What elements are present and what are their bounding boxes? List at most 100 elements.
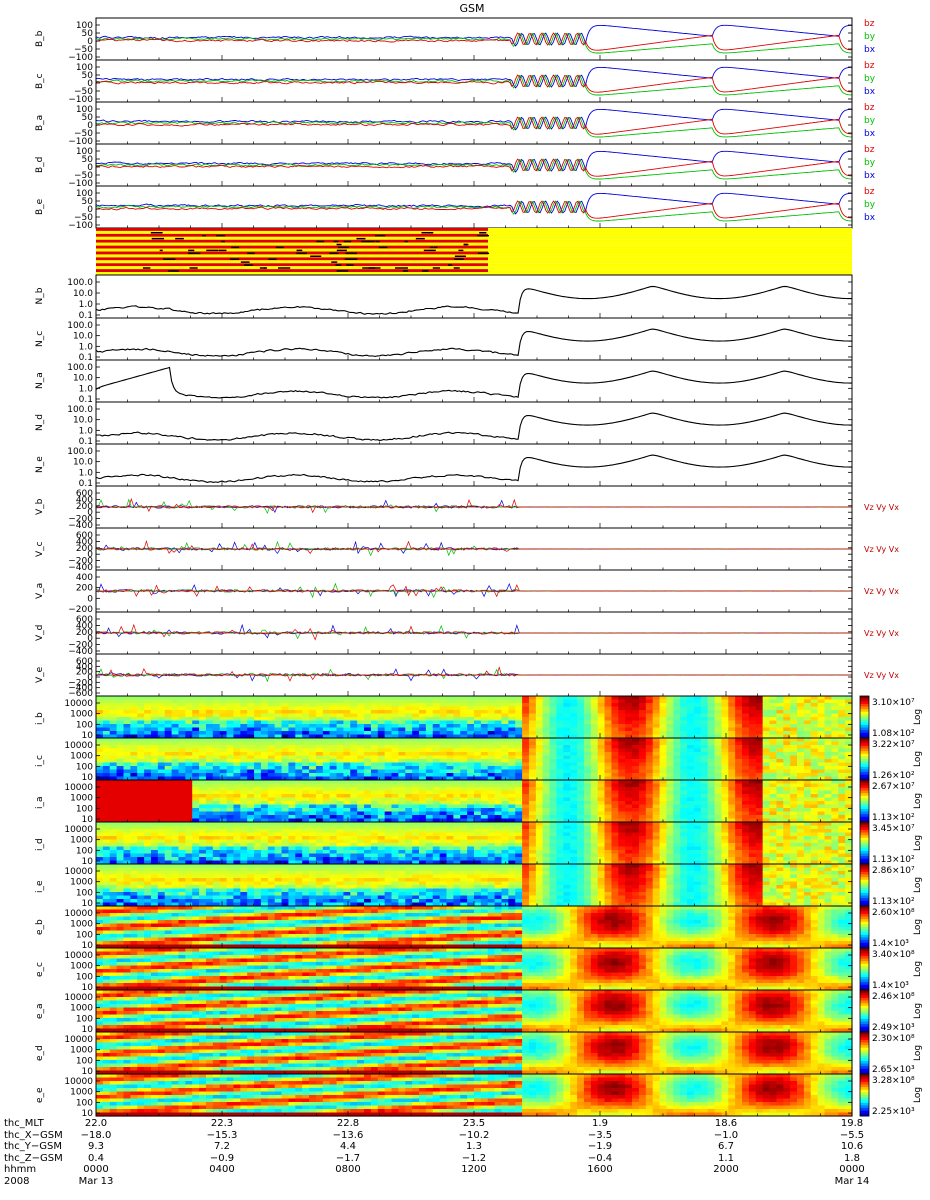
heatmap-cell	[130, 769, 138, 774]
heatmap-cell	[652, 755, 661, 760]
heatmap-cell	[515, 787, 523, 792]
mode-mark	[168, 270, 179, 272]
mode-mark	[477, 234, 489, 237]
heatmap-cell	[254, 804, 262, 809]
heatmap-cell	[247, 755, 255, 760]
heatmap-cell	[838, 808, 846, 813]
heatmap-cell	[508, 706, 516, 711]
heatmap-cell	[563, 801, 571, 806]
heatmap-cell	[638, 808, 647, 813]
heatmap-cell	[150, 703, 159, 708]
heatmap-cell	[164, 713, 173, 718]
heatmap-cell	[783, 759, 791, 764]
heatmap-cell	[625, 815, 633, 820]
heatmap-cell	[199, 794, 207, 799]
heatmap-cell	[185, 755, 193, 760]
heatmap-cell	[632, 811, 640, 816]
heatmap-cell	[515, 752, 523, 757]
heatmap-cell	[364, 748, 372, 753]
heatmap-cell	[563, 773, 571, 778]
heatmap-cell	[157, 752, 166, 757]
heatmap-cell	[824, 804, 832, 809]
heatmap-cell	[508, 752, 516, 757]
legend-by: by	[864, 158, 876, 168]
heatmap-cell	[370, 794, 379, 799]
heatmap-cell	[233, 752, 241, 757]
mode-mark	[247, 252, 255, 255]
heatmap-cell	[96, 808, 104, 813]
heatmap-cell	[350, 720, 358, 725]
heatmap-cell	[769, 759, 777, 764]
heatmap-cell	[419, 759, 427, 764]
heatmap-cell	[542, 731, 551, 736]
heatmap-cell	[205, 696, 214, 701]
heatmap-cell	[370, 706, 379, 711]
mode-mark	[447, 264, 453, 266]
heatmap-cell	[350, 787, 358, 792]
heatmap-cell	[157, 724, 166, 729]
heatmap-cell	[597, 738, 606, 743]
y-tick-label: −200	[68, 557, 93, 567]
heatmap-cell	[487, 706, 496, 711]
heatmap-cell	[817, 734, 826, 739]
heatmap-cell	[549, 741, 558, 746]
heatmap-cell	[700, 731, 709, 736]
heatmap-cell	[693, 713, 702, 718]
heatmap-cell	[604, 790, 613, 795]
heatmap-cell	[205, 797, 214, 802]
heatmap-cell	[687, 769, 695, 774]
heatmap-cell	[281, 741, 290, 746]
heatmap-cell	[494, 794, 503, 799]
heatmap-cell	[707, 811, 716, 816]
heatmap-cell	[219, 713, 228, 718]
heatmap-cell	[343, 706, 351, 711]
heatmap-cell	[687, 748, 695, 753]
heatmap-cell	[336, 727, 345, 732]
heatmap-cell	[611, 804, 619, 809]
heatmap-cell	[474, 748, 482, 753]
heatmap-cell	[817, 731, 826, 736]
heatmap-cell	[329, 706, 338, 711]
heatmap-cell	[742, 804, 750, 809]
heatmap-cell	[185, 815, 193, 820]
heatmap-cell	[357, 710, 365, 715]
heatmap-cell	[467, 713, 475, 718]
heatmap-cell	[487, 790, 496, 795]
heatmap-cell	[762, 720, 771, 725]
heatmap-cell	[522, 745, 530, 750]
heatmap-cell	[419, 703, 427, 708]
heatmap-cell	[625, 703, 633, 708]
heatmap-cell	[845, 734, 853, 739]
heatmap-cell	[735, 787, 743, 792]
heatmap-cell	[102, 860, 111, 865]
mode-mark	[218, 249, 227, 252]
heatmap-cell	[611, 696, 619, 701]
heatmap-cell	[96, 836, 104, 841]
heatmap-cell	[762, 766, 771, 771]
mode-mark	[275, 246, 284, 249]
heatmap-cell	[150, 797, 159, 802]
heatmap-cell	[680, 780, 688, 785]
heatmap-cell	[391, 720, 399, 725]
heatmap-cell	[364, 780, 372, 785]
heatmap-cell	[453, 696, 461, 701]
heatmap-cell	[467, 731, 475, 736]
heatmap-cell	[831, 713, 839, 718]
heatmap-cell	[233, 724, 241, 729]
heatmap-cell	[831, 818, 839, 823]
heatmap-cell	[357, 762, 365, 767]
y-tick-label: 10.0	[73, 416, 93, 426]
heatmap-cell	[343, 773, 351, 778]
heatmap-cell	[810, 773, 819, 778]
mode-mark	[395, 267, 408, 269]
heatmap-cell	[130, 818, 138, 823]
heatmap-cell	[762, 717, 771, 722]
heatmap-cell	[192, 773, 200, 778]
heatmap-cell	[233, 720, 241, 725]
heatmap-cell	[480, 801, 489, 806]
heatmap-cell	[570, 797, 578, 802]
heatmap-cell	[157, 797, 166, 802]
heatmap-cell	[604, 787, 613, 792]
heatmap-cell	[817, 752, 826, 757]
heatmap-cell	[185, 794, 193, 799]
